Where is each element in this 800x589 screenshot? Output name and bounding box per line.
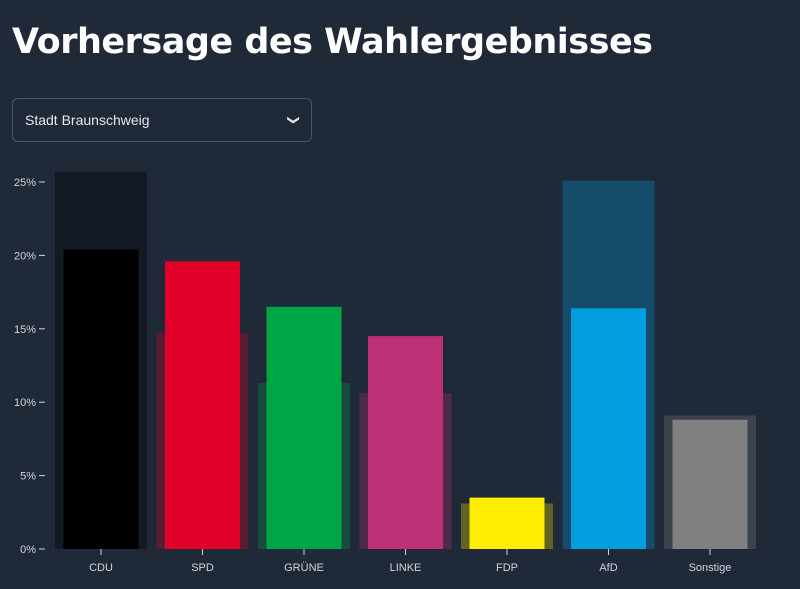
y-tick-label: 5% bbox=[20, 471, 36, 483]
foreground-bar bbox=[266, 306, 342, 549]
y-tick-label: 0% bbox=[20, 544, 36, 556]
x-tick-label: Sonstige bbox=[689, 562, 732, 574]
y-tick-label: 20% bbox=[14, 250, 36, 262]
x-tick-label: GRÜNE bbox=[284, 562, 324, 574]
foreground-bar bbox=[63, 249, 139, 549]
region-select-value: Stadt Braunschweig bbox=[25, 112, 150, 128]
y-tick-label: 25% bbox=[14, 177, 36, 189]
foreground-bar bbox=[571, 308, 646, 549]
foreground-bar bbox=[672, 419, 748, 549]
x-tick-label: SPD bbox=[191, 562, 214, 574]
foreground-bar bbox=[165, 261, 240, 549]
y-tick-label: 15% bbox=[14, 324, 36, 336]
foreground-bar bbox=[368, 336, 443, 549]
x-tick-label: CDU bbox=[89, 562, 113, 574]
region-select[interactable]: Stadt Braunschweig ❯ bbox=[12, 98, 312, 142]
page-title: Vorhersage des Wahlergebnisses bbox=[12, 22, 653, 62]
foreground-bar bbox=[469, 497, 545, 549]
y-tick-label: 10% bbox=[14, 397, 36, 409]
x-tick-label: AfD bbox=[599, 562, 617, 574]
x-tick-label: LINKE bbox=[390, 562, 422, 574]
x-tick-label: FDP bbox=[496, 562, 518, 574]
